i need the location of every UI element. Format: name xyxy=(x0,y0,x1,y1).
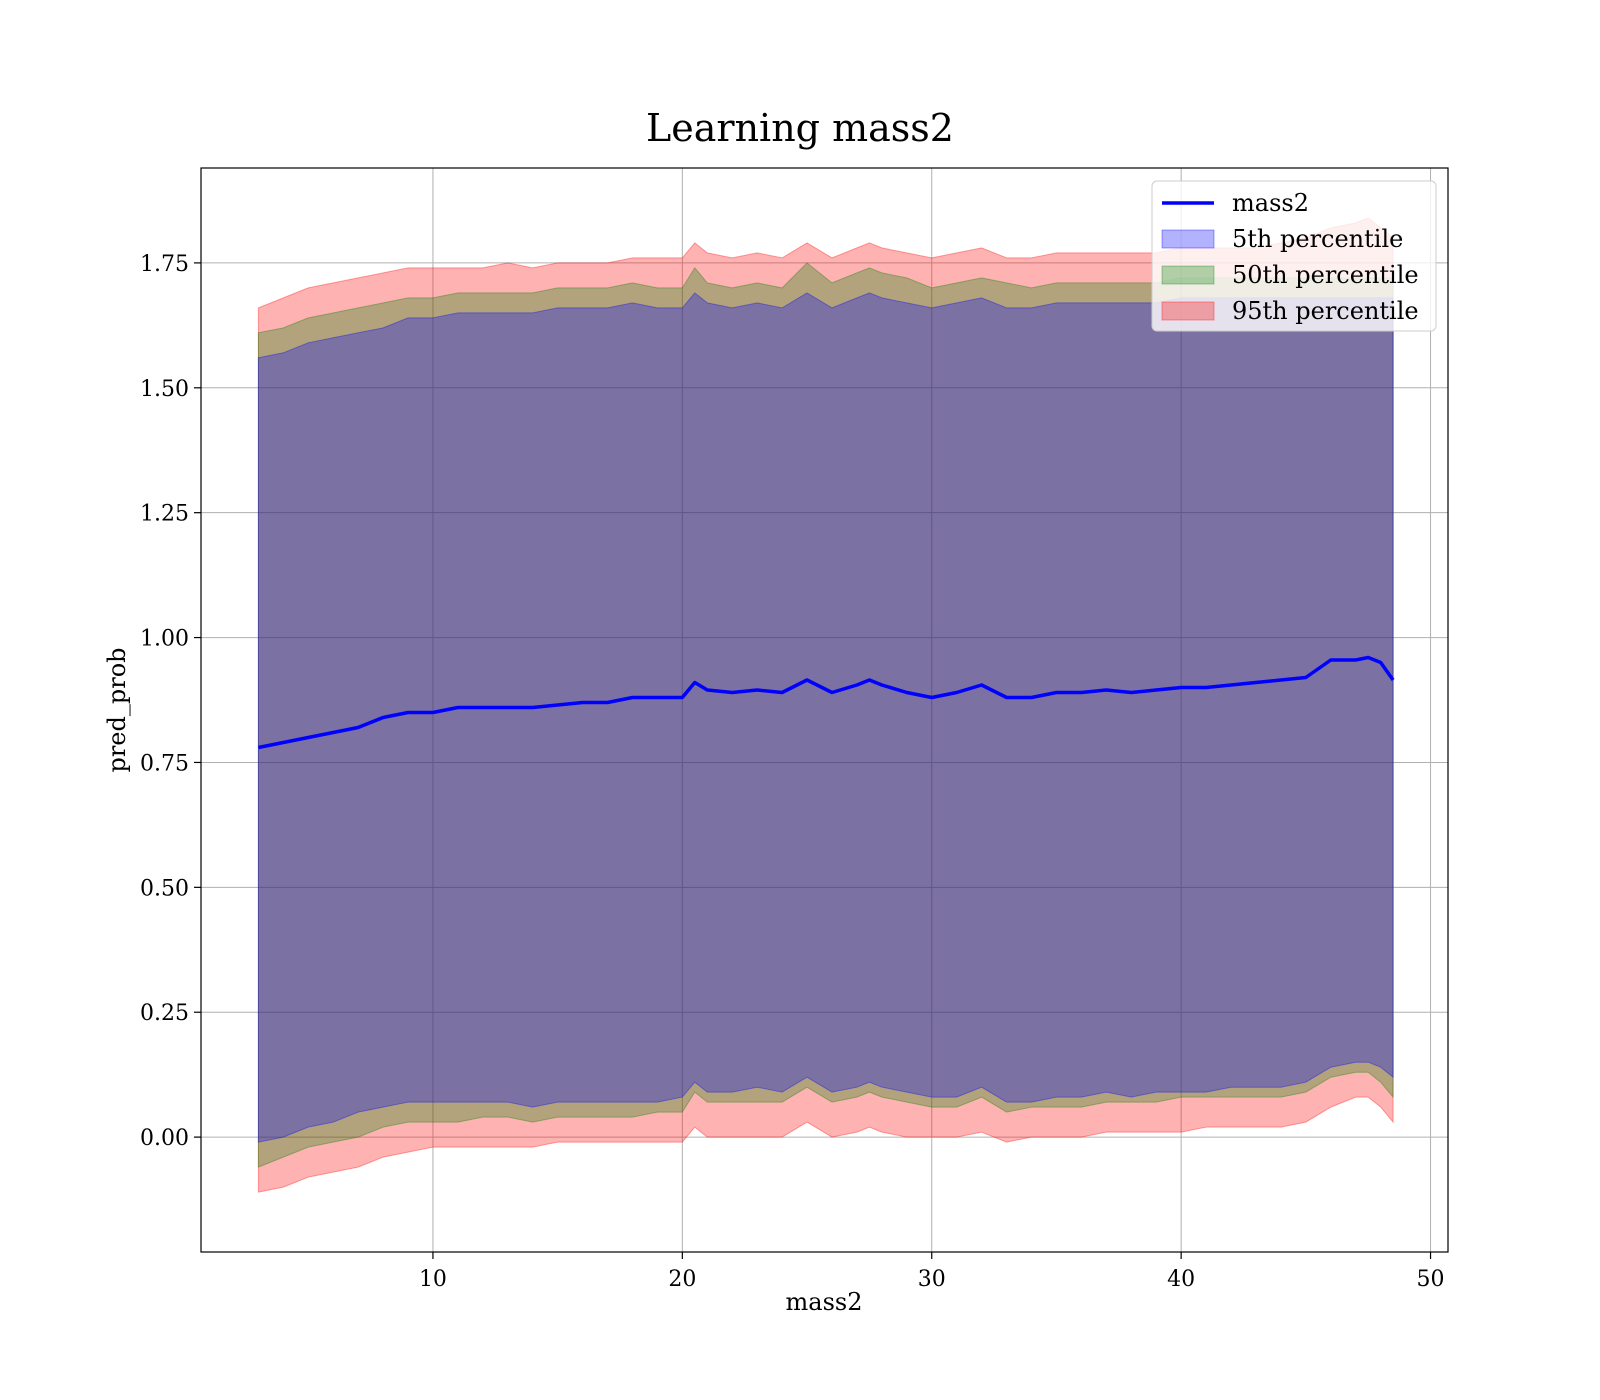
x-tick-label: 30 xyxy=(918,1267,946,1292)
grid xyxy=(201,168,1448,1252)
y-tick-label: 1.50 xyxy=(140,377,189,402)
x-tick-label: 50 xyxy=(1417,1267,1445,1292)
x-tick-label: 40 xyxy=(1167,1267,1195,1292)
y-tick-label: 0.25 xyxy=(140,1001,189,1026)
band-95th-percentile xyxy=(257,217,1394,1193)
y-axis-label: pred_prob xyxy=(103,647,131,772)
legend: mass2 5th percentile 50th percentile 95th p… xyxy=(1151,180,1437,332)
legend-swatch xyxy=(1161,229,1215,249)
y-tick-label: 0.50 xyxy=(140,876,189,901)
percentile-bands xyxy=(257,217,1394,1193)
band-50th-percentile xyxy=(257,262,1394,1168)
x-axis-label: mass2 xyxy=(786,1288,863,1316)
legend-label: 95th percentile xyxy=(1232,297,1419,325)
x-tick-label: 10 xyxy=(419,1267,447,1292)
x-axis-ticks: 10 20 30 40 50 xyxy=(419,1252,1445,1292)
legend-label: 50th percentile xyxy=(1232,261,1419,289)
line-mass2 xyxy=(258,655,1395,750)
plot-frame xyxy=(200,167,1449,1253)
y-tick-label: 1.00 xyxy=(140,627,189,652)
y-tick-label: 0.75 xyxy=(140,751,189,776)
y-tick-label: 1.75 xyxy=(140,252,189,277)
chart-title: Learning mass2 xyxy=(646,106,954,150)
y-axis-ticks: 0.00 0.25 0.50 0.75 1.00 1.25 1.50 1.75 xyxy=(140,252,201,1151)
legend-box xyxy=(1151,180,1437,332)
legend-swatch xyxy=(1161,265,1215,285)
y-tick-label: 0.00 xyxy=(140,1126,189,1151)
series-lines xyxy=(258,655,1395,750)
legend-swatch xyxy=(1161,301,1215,321)
x-tick-label: 20 xyxy=(668,1267,696,1292)
legend-label: 5th percentile xyxy=(1232,225,1403,253)
band-5th-percentile xyxy=(257,292,1394,1143)
legend-label: mass2 xyxy=(1232,189,1309,217)
y-tick-label: 1.25 xyxy=(140,502,189,527)
